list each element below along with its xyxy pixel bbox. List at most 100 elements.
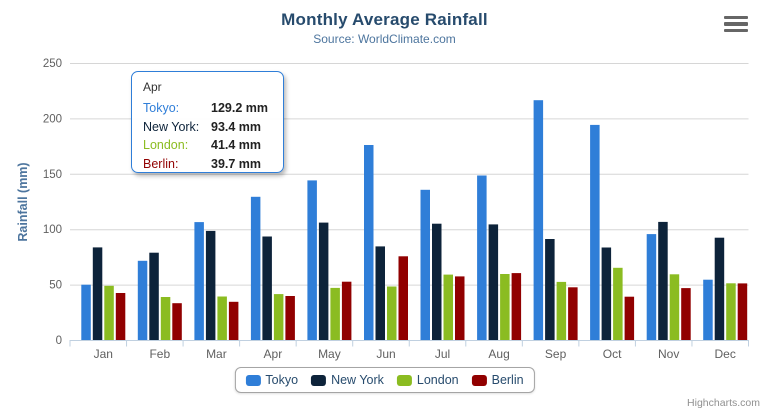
legend-label: New York <box>331 373 384 387</box>
bar-new-york-jan[interactable] <box>92 247 103 340</box>
tooltip-series-value: 39.7 mm <box>211 156 262 171</box>
bar-new-york-jun[interactable] <box>375 246 386 340</box>
bar-tokyo-nov[interactable] <box>646 234 657 340</box>
bar-berlin-jul[interactable] <box>455 276 465 340</box>
bar-london-oct[interactable] <box>613 267 623 340</box>
y-axis-label: 250 <box>43 58 62 70</box>
bar-new-york-mar[interactable] <box>205 230 216 340</box>
tooltip-series-value: 129.2 mm <box>211 101 268 115</box>
bar-tokyo-apr[interactable] <box>250 196 261 340</box>
x-axis-label: Jan <box>94 347 113 361</box>
bar-london-jan[interactable] <box>104 285 114 340</box>
x-axis-label: Feb <box>149 347 170 361</box>
bar-berlin-apr[interactable] <box>285 296 295 340</box>
bar-london-jun[interactable] <box>387 286 397 341</box>
y-axis-title: Rainfall (mm) <box>16 162 30 241</box>
bar-new-york-may[interactable] <box>318 222 329 340</box>
bar-tokyo-dec[interactable] <box>703 279 713 340</box>
bar-berlin-sep[interactable] <box>568 287 578 340</box>
y-axis-label: 50 <box>49 280 62 292</box>
tooltip-series-label: New York: <box>143 119 200 134</box>
bar-new-york-sep[interactable] <box>545 239 555 340</box>
y-axis-label: 0 <box>56 335 62 347</box>
bar-london-jul[interactable] <box>443 274 454 340</box>
chart-title: Monthly Average Rainfall <box>281 10 488 29</box>
bar-tokyo-jul[interactable] <box>420 189 431 340</box>
legend: Tokyo New York London Berlin <box>234 367 535 393</box>
x-axis-label: Nov <box>658 347 679 361</box>
tooltip-header: Apr <box>143 80 162 94</box>
bar-london-feb[interactable] <box>160 297 171 340</box>
x-axis-label: Jun <box>376 347 395 361</box>
x-axis-label: Mar <box>206 347 227 361</box>
y-axis-label: 100 <box>43 224 62 236</box>
tooltip-rows: Tokyo: 129.2 mm New York: 93.4 mm London: 41.… <box>143 99 272 173</box>
bar-london-may[interactable] <box>330 287 340 340</box>
bar-tokyo-jan[interactable] <box>81 284 91 340</box>
bar-tokyo-sep[interactable] <box>533 100 544 340</box>
bar-new-york-nov[interactable] <box>658 221 668 340</box>
bar-tokyo-oct[interactable] <box>590 124 600 341</box>
tooltip-series-label: Berlin: <box>143 156 179 171</box>
bar-tokyo-mar[interactable] <box>194 222 204 340</box>
bar-berlin-nov[interactable] <box>681 288 691 340</box>
bar-new-york-aug[interactable] <box>488 224 499 340</box>
bar-london-apr[interactable] <box>273 294 284 340</box>
x-axis-label: Dec <box>715 347 736 361</box>
bar-berlin-aug[interactable] <box>511 273 522 340</box>
bar-berlin-jan[interactable] <box>115 293 126 340</box>
tooltip-row: New York: 93.4 mm <box>143 118 272 137</box>
tooltip-series-label: London: <box>143 138 189 152</box>
legend-label: London <box>416 373 459 387</box>
bar-berlin-mar[interactable] <box>228 301 239 340</box>
tooltip-series-label: Tokyo: <box>143 101 180 115</box>
tooltip-row: London: 41.4 mm <box>143 136 272 155</box>
x-axis-label: Aug <box>488 347 509 361</box>
chart-subtitle: Source: WorldClimate.com <box>313 32 456 46</box>
y-axis-label: 150 <box>43 169 62 181</box>
bar-tokyo-feb[interactable] <box>137 260 148 340</box>
legend-label: Berlin <box>491 373 524 387</box>
bar-new-york-feb[interactable] <box>149 252 159 340</box>
bar-berlin-jun[interactable] <box>398 256 409 340</box>
legend-item-tokyo[interactable]: Tokyo <box>245 373 298 387</box>
bar-berlin-feb[interactable] <box>172 303 182 340</box>
bar-london-nov[interactable] <box>669 274 680 340</box>
legend-swatch-icon <box>396 374 412 386</box>
bar-london-dec[interactable] <box>726 283 736 340</box>
legend-swatch-icon <box>471 374 487 386</box>
bar-tokyo-jun[interactable] <box>364 145 374 340</box>
y-axis-label: 200 <box>43 113 62 125</box>
tooltip-row: Berlin: 39.7 mm <box>143 155 272 174</box>
bar-new-york-dec[interactable] <box>714 237 725 340</box>
legend-item-london[interactable]: London <box>396 373 459 387</box>
hamburger-icon <box>724 16 748 20</box>
bar-london-sep[interactable] <box>556 281 567 340</box>
hamburger-icon <box>724 28 748 32</box>
x-axis-label: Apr <box>264 347 283 361</box>
legend-swatch-icon <box>311 374 327 386</box>
legend-swatch-icon <box>245 374 261 386</box>
x-axis-label: Sep <box>545 347 567 361</box>
bar-london-aug[interactable] <box>500 274 510 340</box>
legend-label: Tokyo <box>265 373 299 387</box>
tooltip: Apr Tokyo: 129.2 mm New York: 93.4 mm London… <box>131 71 284 173</box>
x-axis-label: Oct <box>603 347 622 361</box>
bar-berlin-dec[interactable] <box>737 283 748 340</box>
bar-new-york-jul[interactable] <box>432 223 442 340</box>
legend-item-berlin[interactable]: Berlin <box>471 373 524 387</box>
bar-tokyo-aug[interactable] <box>477 175 487 341</box>
bar-tokyo-may[interactable] <box>307 180 317 340</box>
bar-new-york-oct[interactable] <box>601 247 612 341</box>
legend-item-new-york[interactable]: New York <box>311 373 384 387</box>
x-axis-label: Jul <box>435 347 450 361</box>
bar-berlin-oct[interactable] <box>624 296 635 340</box>
hamburger-icon <box>724 22 748 26</box>
bar-berlin-may[interactable] <box>341 281 352 340</box>
credits-link[interactable]: Highcharts.com <box>687 397 760 409</box>
export-menu-button[interactable] <box>724 16 748 32</box>
bar-london-mar[interactable] <box>217 296 227 341</box>
tooltip-series-value: 41.4 mm <box>211 138 262 152</box>
bar-new-york-apr[interactable] <box>262 236 272 341</box>
